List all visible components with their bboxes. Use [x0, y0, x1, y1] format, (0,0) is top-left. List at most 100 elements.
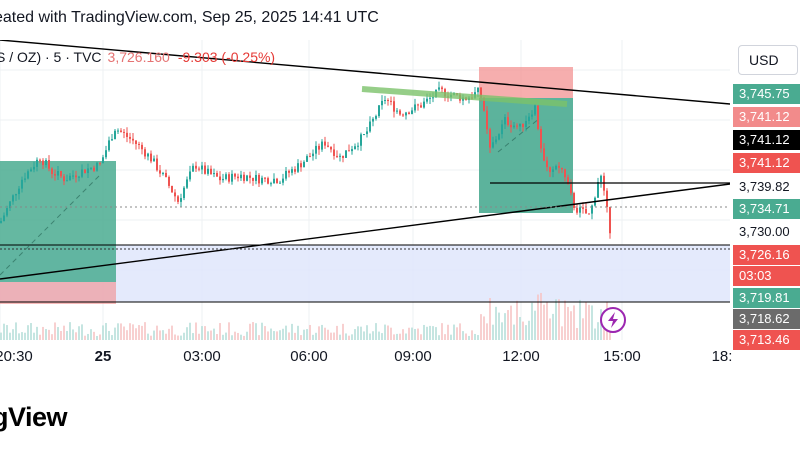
volume-bar	[423, 324, 425, 340]
volume-bar	[303, 329, 305, 340]
candle-body	[207, 168, 209, 174]
long-position-target-zone[interactable]	[0, 161, 116, 282]
volume-bar	[429, 325, 431, 340]
last-price: 3,726.160	[107, 49, 170, 65]
volume-bar	[264, 326, 266, 340]
volume-bar	[120, 323, 122, 340]
volume-bar	[327, 329, 329, 340]
candle-body	[426, 98, 428, 102]
volume-bar	[117, 323, 119, 340]
volume-bar	[378, 331, 380, 340]
candle-body	[171, 185, 173, 193]
range-zone[interactable]	[0, 245, 730, 302]
volume-bar	[567, 306, 569, 340]
volume-bar	[60, 330, 62, 340]
volume-bar	[33, 332, 35, 340]
candle-body	[222, 178, 224, 181]
candle-body	[21, 179, 23, 189]
chart-header: eated with TradingView.com, Sep 25, 2025…	[0, 0, 800, 38]
candle-body	[498, 134, 500, 140]
volume-bar	[483, 316, 485, 340]
candle-body	[117, 130, 119, 132]
time-axis[interactable]: 20:30 25 03:00 06:00 09:00 12:00 15:00 18:	[0, 340, 733, 380]
candle-body	[291, 169, 293, 173]
volume-bar	[609, 332, 611, 340]
long-position-stop-zone[interactable]	[0, 282, 116, 304]
short-position-target-zone[interactable]	[479, 98, 573, 213]
volume-bar	[477, 335, 479, 340]
candle-body	[261, 177, 263, 184]
volume-bar	[369, 333, 371, 340]
volume-bar	[189, 322, 191, 340]
volume-bar	[66, 330, 68, 340]
volume-bar	[585, 301, 587, 340]
volume-bar	[525, 325, 527, 340]
volume-bar	[384, 324, 386, 340]
price-tag: 3,734.71	[733, 199, 800, 219]
candle-body	[120, 130, 122, 132]
candle-body	[297, 163, 299, 172]
candle-body	[537, 105, 539, 130]
candle-body	[510, 124, 512, 128]
candle-body	[369, 121, 371, 132]
volume-bar	[351, 334, 353, 340]
volume-bar	[537, 294, 539, 340]
candle-body	[495, 139, 497, 143]
candle-body	[486, 110, 488, 130]
created-with-label: eated with TradingView.com, Sep 25, 2025…	[0, 9, 379, 26]
candle-body	[267, 178, 269, 184]
volume-bar	[132, 324, 134, 340]
volume-bar	[531, 302, 533, 340]
candle-body	[96, 162, 98, 171]
candle-body	[438, 87, 440, 90]
candle-body	[114, 130, 116, 140]
volume-bar	[72, 329, 74, 340]
candle-body	[402, 114, 404, 116]
volume-bar	[321, 324, 323, 340]
currency-button[interactable]: USD	[738, 45, 798, 75]
volume-bar	[438, 335, 440, 340]
volume-bar	[492, 324, 494, 340]
volume-bar	[456, 327, 458, 340]
lightning-icon[interactable]	[600, 307, 626, 333]
candle-body	[543, 148, 545, 161]
volume-bar	[69, 322, 71, 340]
volume-bar	[318, 326, 320, 340]
candle-body	[309, 156, 311, 158]
volume-bar	[243, 335, 245, 340]
symbol-name[interactable]: S / OZ) · 5 · TVC	[0, 49, 102, 65]
candle-body	[576, 207, 578, 213]
candle-body	[9, 201, 11, 209]
volume-bar	[408, 327, 410, 340]
candle-body	[330, 146, 332, 150]
volume-bar	[300, 335, 302, 340]
candle-body	[411, 110, 413, 114]
brand-logo-text: gView	[0, 402, 68, 432]
candle-body	[354, 146, 356, 150]
chart-plot-area[interactable]	[0, 40, 730, 340]
candlestick-chart[interactable]	[0, 40, 730, 340]
candle-body	[153, 158, 155, 162]
time-label: 18:	[711, 348, 733, 365]
volume-bar	[441, 323, 443, 340]
volume-bar	[21, 332, 23, 340]
candle-body	[585, 208, 587, 214]
candle-body	[15, 194, 17, 196]
volume-bar	[597, 322, 599, 340]
volume-bar	[213, 328, 215, 340]
volume-bar	[552, 313, 554, 340]
candle-body	[477, 87, 479, 93]
volume-bar	[564, 300, 566, 340]
candle-body	[210, 168, 212, 175]
candle-body	[363, 134, 365, 136]
volume-bar	[330, 332, 332, 340]
lower-trend-line[interactable]	[0, 183, 730, 280]
candle-body	[24, 178, 26, 180]
candle-body	[429, 97, 431, 99]
volume-bar	[426, 326, 428, 340]
short-position-stop-zone[interactable]	[479, 67, 573, 98]
green-highlight-line[interactable]	[361, 86, 568, 107]
upper-trend-line[interactable]	[0, 40, 730, 105]
volume-bar	[201, 326, 203, 340]
volume-bar	[165, 333, 167, 340]
